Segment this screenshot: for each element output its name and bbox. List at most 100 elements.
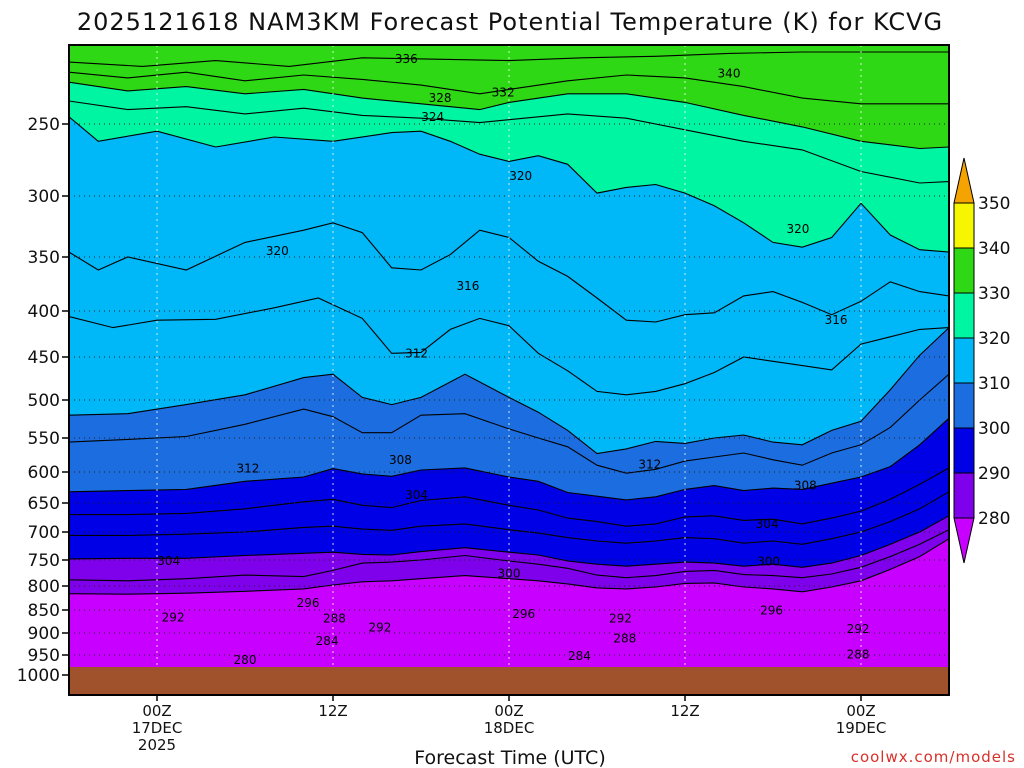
isentrope-300 (69, 417, 949, 501)
x-tick-label-6-0: 00Z (142, 702, 171, 720)
isentrope-292 (69, 491, 949, 545)
contour-label-288: 288 (323, 611, 346, 625)
y-tick-label-250: 250 (28, 115, 60, 135)
y-tick-label-850: 850 (28, 601, 60, 621)
fill-band-302 (69, 374, 949, 500)
y-tick-label-950: 950 (28, 646, 60, 666)
fill-band-290 (69, 491, 949, 568)
y-tick-label-550: 550 (28, 429, 60, 449)
colorbar-cap-top (953, 157, 975, 204)
y-tick-label-650: 650 (28, 494, 60, 514)
fill-band-330 (69, 72, 949, 149)
y-tick-label-500: 500 (28, 391, 60, 411)
contour-label-304: 304 (405, 488, 428, 502)
contour-label-304: 304 (157, 554, 180, 568)
colorbar-band-340 (953, 202, 975, 249)
colorbar-label-330: 330 (978, 284, 1010, 304)
contour-label-292: 292 (162, 610, 185, 624)
y-tick-label-350: 350 (28, 248, 60, 268)
x-tick-label-18-0: 12Z (318, 702, 347, 720)
x-tick-label-30-0: 00Z (494, 702, 523, 720)
colorbar: 350 340 330 320 310 300 290 280 (953, 157, 1010, 564)
grid-lines (69, 45, 949, 695)
isentrope-332 (69, 71, 949, 105)
colorbar-label-340: 340 (978, 239, 1010, 259)
x-tick-label-6-1: 17DEC (132, 719, 183, 737)
y-tick-label-450: 450 (28, 348, 60, 368)
contour-label-308: 308 (794, 479, 817, 493)
fill-band-294 (69, 467, 949, 545)
chart-title: 2025121618 NAM3KM Forecast Potential Tem… (77, 8, 943, 36)
y-tick-label-700: 700 (28, 523, 60, 543)
colorbar-label-290: 290 (978, 464, 1010, 484)
y-tick-label-900: 900 (28, 624, 60, 644)
x-axis-title: Forecast Time (UTC) (414, 747, 605, 768)
ground-surface (69, 667, 949, 695)
isentrope-288 (69, 515, 949, 568)
y-tick-label-1000: 1000 (17, 666, 60, 686)
contour-label-336: 336 (395, 52, 418, 66)
y-tick-label-800: 800 (28, 577, 60, 597)
isentrope-312 (69, 297, 949, 396)
isentrope-336 (69, 51, 949, 67)
colorbar-label-350: 350 (978, 194, 1010, 214)
contour-labels: 336 340 332 328 324 320 320 320 316 316 312 312 312 3… (157, 52, 869, 667)
colorbar-label-310: 310 (978, 374, 1010, 394)
fill-band-326 (69, 82, 949, 183)
y-tick-label-750: 750 (28, 551, 60, 571)
contour-label-288: 288 (847, 648, 870, 662)
contour-label-320: 320 (266, 244, 289, 258)
contour-label-296: 296 (297, 596, 320, 610)
x-tick-label-6-2: 2025 (138, 736, 176, 754)
y-tick-label-300: 300 (28, 187, 60, 207)
y-tick-label-400: 400 (28, 302, 60, 322)
colorbar-label-320: 320 (978, 329, 1010, 349)
colorbar-band-300 (953, 382, 975, 429)
fill-band-298 (69, 418, 949, 527)
contour-label-340: 340 (718, 67, 741, 81)
x-tick-label-54-1: 19DEC (836, 719, 887, 737)
isentrope-328 (69, 81, 949, 150)
isentrope-304 (69, 373, 949, 474)
colorbar-label-300: 300 (978, 419, 1010, 439)
isentrope-280 (69, 538, 949, 595)
contour-label-328: 328 (429, 91, 452, 105)
isentrope-lines (69, 51, 949, 595)
contour-label-292: 292 (368, 620, 391, 634)
colorbar-band-330 (953, 247, 975, 294)
contour-label-300: 300 (498, 567, 521, 581)
contour-label-316: 316 (825, 313, 848, 327)
contour-label-288: 288 (613, 632, 636, 646)
fill-band-286 (69, 515, 949, 581)
contour-label-284: 284 (568, 649, 591, 663)
isentrope-308 (69, 327, 949, 455)
colorbar-band-310 (953, 337, 975, 384)
isentrope-316 (69, 222, 949, 323)
colorbar-label-280: 280 (978, 509, 1010, 529)
contour-label-316: 316 (456, 279, 479, 293)
contour-label-332: 332 (492, 85, 515, 99)
contour-label-320: 320 (509, 169, 532, 183)
contour-label-292: 292 (847, 622, 870, 636)
x-tick-label-30-1: 18DEC (484, 719, 535, 737)
contour-label-312: 312 (638, 458, 661, 472)
contour-label-304: 304 (756, 517, 779, 531)
contour-label-284: 284 (316, 634, 339, 648)
isentrope-284 (69, 529, 949, 582)
credit-text[interactable]: coolwx.com/models (851, 748, 1016, 766)
contour-label-312: 312 (236, 462, 259, 476)
colorbar-band-290 (953, 427, 975, 474)
contour-label-300: 300 (757, 555, 780, 569)
x-tick-label-54-0: 00Z (846, 702, 875, 720)
plot-area: 336 340 332 328 324 320 320 320 316 316 312 312 312 3… (69, 45, 949, 695)
isentrope-320 (69, 116, 949, 253)
colorbar-band-320 (953, 292, 975, 339)
isentrope-324 (69, 100, 949, 184)
contour-label-320: 320 (786, 222, 809, 236)
colorbar-band-280 (953, 472, 975, 519)
x-tick-label-42-0: 12Z (670, 702, 699, 720)
y-axis: 250 300 350 400 450 500 550 600 650 700 750 800 850 9… (17, 115, 69, 686)
contour-label-296: 296 (760, 603, 783, 617)
